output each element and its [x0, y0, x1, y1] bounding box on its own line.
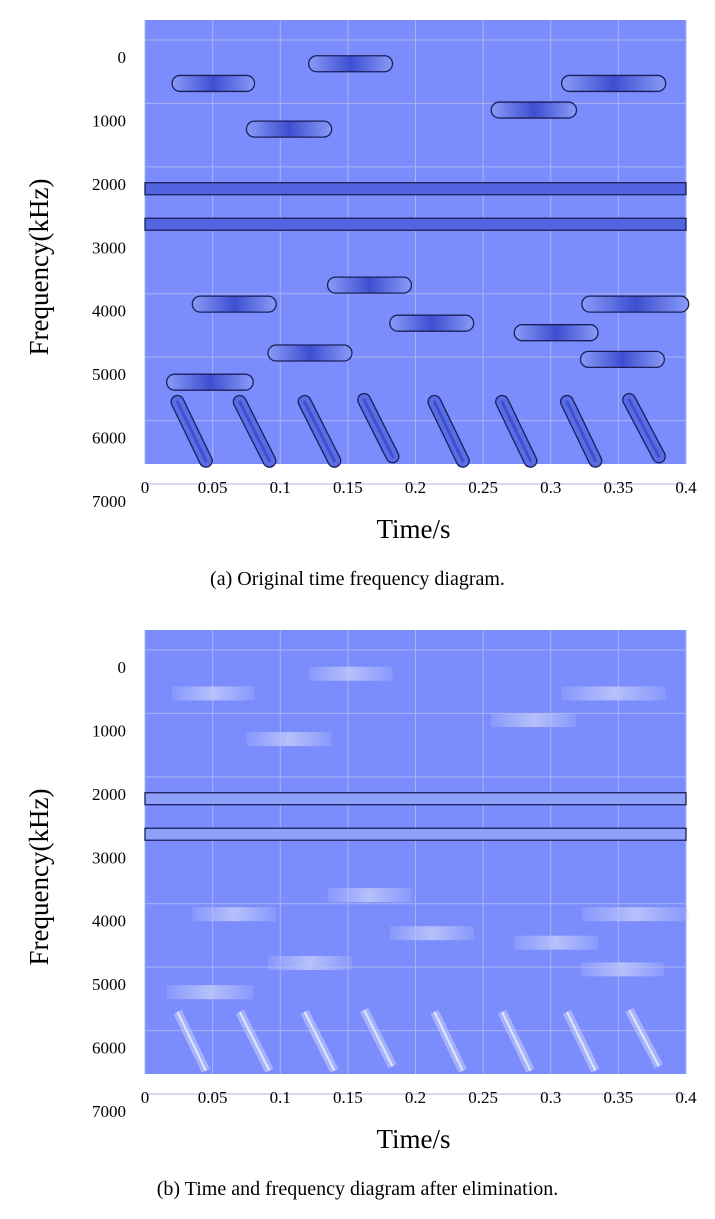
x-tick-label: 0.4 — [675, 478, 697, 497]
x-tick-label: 0.2 — [405, 1088, 426, 1107]
hop-pulse — [491, 713, 577, 728]
hop-pulse — [267, 344, 353, 362]
y-tick-label: 4000 — [92, 302, 126, 321]
y-tick-label: 6000 — [92, 429, 126, 448]
hop-pulse — [308, 55, 394, 73]
x-tick-label: 0.35 — [604, 1088, 634, 1107]
y-tick-label: 7000 — [92, 492, 126, 511]
chirp-core — [500, 400, 532, 463]
figure-a-caption-label: (a) — [210, 568, 233, 590]
chirp-core — [565, 400, 597, 463]
time-frequency-chart-after-elimination: 0 0.05 0.1 0.15 0.2 0.25 0.3 0.35 0.4 0 1000 2000 30… — [24, 630, 697, 1154]
hop-pulse — [171, 74, 256, 93]
y-tick-label: 1000 — [92, 721, 126, 740]
hop-pulse — [389, 314, 475, 332]
x-tick-label: 0.4 — [675, 1088, 697, 1107]
x-tick-label: 0.1 — [270, 478, 291, 497]
chirp-core — [433, 1011, 464, 1072]
y-tick-label: 2000 — [92, 785, 126, 804]
chirp-core — [238, 1011, 271, 1072]
chirp-core — [501, 1011, 532, 1072]
x-tick-label: 0.25 — [468, 478, 498, 497]
x-tick-label: 0.3 — [540, 1088, 561, 1107]
x-tick-label: 0.05 — [198, 478, 228, 497]
hop-pulse — [327, 888, 412, 903]
hop-pulse — [581, 907, 689, 922]
x-tick-label: 0.05 — [198, 1088, 228, 1107]
hop-pulse — [560, 74, 667, 93]
hop-pulse — [246, 732, 332, 747]
y-tick-label: 3000 — [92, 238, 126, 257]
x-tick-label: 0.15 — [333, 478, 363, 497]
chirp-core — [432, 400, 465, 463]
y-tick-label: 7000 — [92, 1102, 126, 1121]
chirp-core — [628, 1009, 660, 1067]
figure-b-caption-text: Time and frequency diagram after elimina… — [184, 1178, 559, 1200]
chirp-core — [627, 398, 661, 458]
figure-b-caption: (b) Time and frequency diagram after eli… — [0, 1178, 715, 1201]
y-tick-label: 0 — [118, 658, 127, 677]
x-tick-label: 0.35 — [604, 478, 634, 497]
continuous-tone — [144, 182, 687, 196]
x-tick-label: 0.3 — [540, 478, 561, 497]
x-tick-label: 0 — [141, 478, 150, 497]
hop-pulse — [513, 324, 599, 342]
hop-pulse — [268, 956, 352, 970]
hop-pulse — [581, 295, 690, 313]
y-tick-label: 5000 — [92, 365, 126, 384]
y-tick-label: 1000 — [92, 111, 126, 130]
x-tick-label: 0.15 — [333, 1088, 363, 1107]
hop-pulse — [561, 686, 666, 701]
chirp-core — [303, 1011, 336, 1072]
hop-pulse — [579, 350, 666, 368]
figure-a-caption-text: Original time frequency diagram. — [237, 568, 505, 590]
chirp-core — [363, 1009, 394, 1067]
y-axis-title: Frequency(kHz) — [24, 179, 54, 356]
figure-b-caption-label: (b) — [156, 1178, 181, 1200]
chirp-core — [362, 398, 395, 458]
y-tick-label: 3000 — [92, 848, 126, 867]
chirp-core — [175, 400, 208, 463]
hop-pulse — [580, 962, 665, 977]
chirp-core — [566, 1011, 597, 1072]
y-tick-label: 5000 — [92, 975, 126, 994]
hop-pulse — [165, 373, 254, 391]
y-tick-label: 4000 — [92, 912, 126, 931]
hop-pulse — [172, 686, 255, 701]
y-tick-label: 6000 — [92, 1039, 126, 1058]
chirp-core — [238, 400, 271, 463]
figure-a-caption: (a) Original time frequency diagram. — [0, 568, 715, 591]
hop-pulse — [166, 985, 254, 1000]
time-frequency-chart-original: 0 0.05 0.1 0.15 0.2 0.25 0.3 0.35 0.4 0 1000 2000 30… — [24, 20, 697, 544]
hop-pulse — [308, 666, 393, 681]
y-axis-title: Frequency(kHz) — [24, 789, 54, 966]
x-axis-title: Time/s — [376, 514, 450, 544]
y-tick-label: 2000 — [92, 175, 126, 194]
x-tick-label: 0.2 — [405, 478, 426, 497]
x-tick-label: 0 — [141, 1088, 150, 1107]
x-tick-label: 0.1 — [270, 1088, 291, 1107]
hop-pulse — [191, 295, 277, 313]
y-tick-label: 0 — [118, 48, 127, 67]
hop-pulse — [245, 120, 333, 138]
hop-pulse — [326, 276, 413, 294]
hop-pulse — [389, 926, 474, 941]
x-axis-title: Time/s — [376, 1124, 450, 1154]
hop-pulse — [192, 907, 277, 922]
continuous-tone — [144, 792, 687, 806]
chirp-core — [176, 1011, 207, 1072]
hop-pulse — [514, 935, 599, 950]
continuous-tone — [144, 217, 687, 231]
figure-a: 0 0.05 0.1 0.15 0.2 0.25 0.3 0.35 0.4 0 1000 2000 30… — [0, 20, 715, 591]
figure-b: 0 0.05 0.1 0.15 0.2 0.25 0.3 0.35 0.4 0 1000 2000 30… — [0, 610, 715, 1219]
continuous-tone — [144, 827, 687, 841]
x-tick-label: 0.25 — [468, 1088, 498, 1107]
chirp-core — [303, 400, 336, 463]
hop-pulse — [490, 101, 578, 119]
